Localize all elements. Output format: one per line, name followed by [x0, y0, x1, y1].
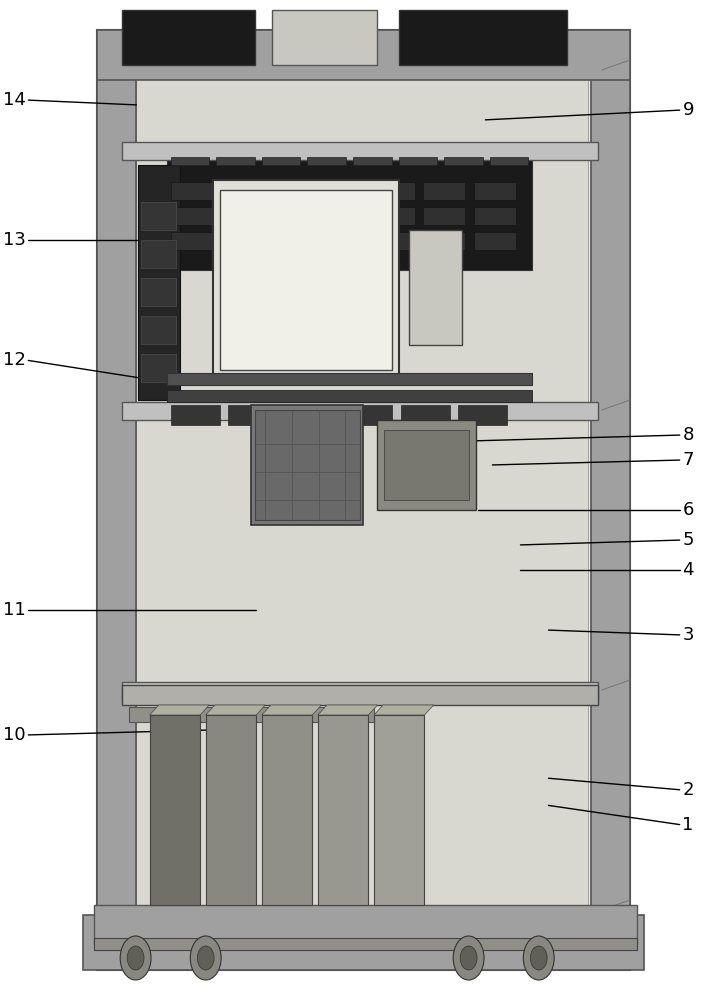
FancyBboxPatch shape	[138, 165, 180, 400]
Circle shape	[531, 946, 547, 970]
Text: 12: 12	[3, 351, 26, 369]
FancyBboxPatch shape	[94, 905, 637, 945]
FancyBboxPatch shape	[398, 157, 437, 165]
FancyBboxPatch shape	[136, 75, 588, 915]
Polygon shape	[97, 30, 630, 970]
FancyBboxPatch shape	[398, 10, 567, 65]
Circle shape	[523, 936, 554, 980]
Polygon shape	[318, 705, 378, 715]
FancyBboxPatch shape	[97, 30, 136, 970]
FancyBboxPatch shape	[141, 240, 176, 268]
FancyBboxPatch shape	[206, 715, 256, 905]
FancyBboxPatch shape	[385, 430, 468, 500]
Circle shape	[127, 946, 144, 970]
FancyBboxPatch shape	[591, 30, 630, 970]
Text: 11: 11	[3, 601, 26, 619]
FancyBboxPatch shape	[213, 180, 398, 380]
Text: 13: 13	[3, 231, 26, 249]
Text: 2: 2	[683, 781, 694, 799]
Text: 6: 6	[683, 501, 694, 519]
FancyBboxPatch shape	[322, 232, 364, 250]
FancyBboxPatch shape	[322, 207, 364, 225]
Text: 9: 9	[683, 101, 694, 119]
FancyBboxPatch shape	[150, 715, 200, 905]
Text: 14: 14	[3, 91, 26, 109]
Text: 10: 10	[3, 726, 26, 744]
FancyBboxPatch shape	[171, 405, 220, 425]
FancyBboxPatch shape	[121, 685, 598, 705]
FancyBboxPatch shape	[409, 230, 462, 345]
FancyBboxPatch shape	[490, 157, 528, 165]
FancyBboxPatch shape	[401, 405, 450, 425]
FancyBboxPatch shape	[171, 182, 213, 200]
FancyBboxPatch shape	[272, 10, 378, 65]
FancyBboxPatch shape	[473, 232, 516, 250]
Text: 1: 1	[683, 816, 694, 834]
FancyBboxPatch shape	[228, 405, 277, 425]
FancyBboxPatch shape	[378, 420, 476, 510]
FancyBboxPatch shape	[121, 142, 598, 160]
FancyBboxPatch shape	[94, 938, 637, 950]
FancyBboxPatch shape	[307, 157, 346, 165]
FancyBboxPatch shape	[171, 157, 209, 165]
FancyBboxPatch shape	[221, 182, 263, 200]
Polygon shape	[262, 705, 321, 715]
Text: 4: 4	[683, 561, 694, 579]
Polygon shape	[150, 705, 209, 715]
FancyBboxPatch shape	[221, 232, 263, 250]
FancyBboxPatch shape	[167, 390, 532, 402]
FancyBboxPatch shape	[141, 316, 176, 344]
FancyBboxPatch shape	[473, 182, 516, 200]
FancyBboxPatch shape	[141, 202, 176, 230]
Circle shape	[461, 946, 477, 970]
Circle shape	[191, 936, 221, 980]
FancyBboxPatch shape	[458, 405, 507, 425]
FancyBboxPatch shape	[220, 190, 391, 370]
FancyBboxPatch shape	[262, 157, 301, 165]
FancyBboxPatch shape	[373, 232, 415, 250]
FancyBboxPatch shape	[83, 915, 644, 970]
Text: 8: 8	[683, 426, 694, 444]
FancyBboxPatch shape	[271, 232, 313, 250]
FancyBboxPatch shape	[121, 10, 255, 65]
FancyBboxPatch shape	[271, 182, 313, 200]
FancyBboxPatch shape	[373, 207, 415, 225]
FancyBboxPatch shape	[255, 410, 360, 520]
Text: 5: 5	[683, 531, 694, 549]
FancyBboxPatch shape	[97, 30, 630, 80]
FancyBboxPatch shape	[216, 157, 255, 165]
FancyBboxPatch shape	[322, 182, 364, 200]
FancyBboxPatch shape	[141, 354, 176, 382]
FancyBboxPatch shape	[167, 160, 532, 270]
FancyBboxPatch shape	[318, 715, 368, 905]
Polygon shape	[374, 705, 433, 715]
FancyBboxPatch shape	[373, 182, 415, 200]
FancyBboxPatch shape	[121, 402, 598, 420]
FancyBboxPatch shape	[221, 207, 263, 225]
FancyBboxPatch shape	[271, 207, 313, 225]
FancyBboxPatch shape	[444, 157, 483, 165]
Text: 7: 7	[683, 451, 694, 469]
Circle shape	[453, 936, 484, 980]
FancyBboxPatch shape	[121, 682, 598, 700]
FancyBboxPatch shape	[423, 207, 465, 225]
FancyBboxPatch shape	[171, 232, 213, 250]
FancyBboxPatch shape	[286, 405, 335, 425]
FancyBboxPatch shape	[423, 182, 465, 200]
Polygon shape	[206, 705, 266, 715]
Circle shape	[120, 936, 151, 980]
FancyBboxPatch shape	[423, 232, 465, 250]
FancyBboxPatch shape	[167, 373, 532, 385]
FancyBboxPatch shape	[171, 207, 213, 225]
Text: 3: 3	[683, 626, 694, 644]
FancyBboxPatch shape	[473, 207, 516, 225]
FancyBboxPatch shape	[141, 278, 176, 306]
FancyBboxPatch shape	[343, 405, 392, 425]
FancyBboxPatch shape	[129, 707, 374, 722]
FancyBboxPatch shape	[251, 405, 363, 525]
FancyBboxPatch shape	[374, 715, 424, 905]
Circle shape	[197, 946, 214, 970]
FancyBboxPatch shape	[262, 715, 312, 905]
FancyBboxPatch shape	[353, 157, 391, 165]
